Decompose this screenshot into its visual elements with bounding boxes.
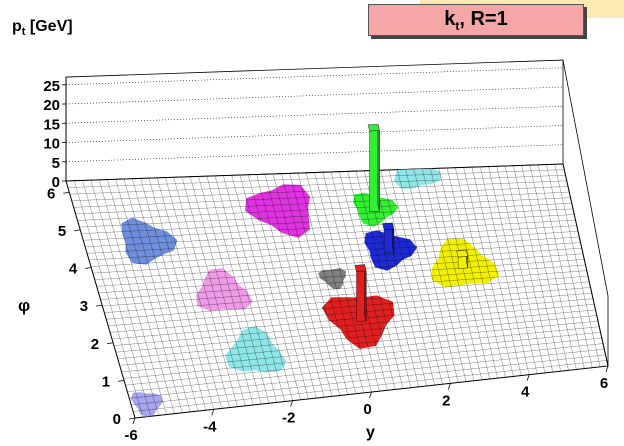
phi-tick: [74, 229, 81, 232]
phi-tick: [96, 304, 103, 307]
z-tick-label: 15: [43, 116, 60, 133]
x-tick: [526, 374, 530, 381]
floor-gridline-phi: [94, 247, 582, 280]
floor-gridline-phi: [123, 332, 601, 379]
jet-tower-top: [382, 222, 395, 230]
chart-title: kt, R=1: [444, 7, 508, 33]
floor-gridline-phi: [110, 292, 592, 333]
floor-gridline-phi: [83, 214, 575, 241]
floor-gridline-phi: [106, 281, 590, 320]
phi-tick: [117, 379, 125, 382]
phi-tick: [128, 417, 136, 420]
z-gridline: [65, 144, 564, 163]
x-tick-label: 6: [600, 375, 608, 392]
phi-tick-label: 2: [91, 336, 99, 353]
floor-gridline-phi: [117, 315, 597, 359]
phi-tick-label: 0: [113, 411, 121, 428]
jet-area: [130, 392, 164, 417]
x-tick: [132, 417, 136, 425]
phi-tick: [107, 342, 114, 345]
floor-gridline-phi: [127, 343, 604, 392]
z-axis-label: pt [GeV]: [12, 18, 73, 39]
phi-tick-label: 1: [102, 373, 110, 390]
x-tick-label: 2: [442, 392, 450, 409]
jet-tower-top: [367, 124, 380, 132]
floor-gridline-phi: [96, 253, 584, 287]
x-tick: [290, 400, 294, 407]
jet-area: [394, 168, 441, 189]
floor-gridline-phi: [81, 208, 574, 234]
floor-gridline-phi: [111, 298, 594, 340]
x-tick-label: -6: [124, 427, 137, 444]
phi-tick: [85, 267, 92, 269]
z-tick-label: 20: [43, 97, 60, 114]
jet-area: [318, 268, 346, 289]
floor-gridline-phi: [108, 287, 591, 327]
floor-gridline-phi: [75, 191, 570, 215]
floor-gridline-phi: [104, 276, 589, 313]
floor-gridline-phi: [65, 163, 564, 182]
x-tick: [211, 409, 215, 416]
z-tick-label: 10: [43, 136, 60, 153]
z-gridline: [65, 86, 564, 105]
side-wall-top: [562, 59, 609, 297]
phi-tick-label: 5: [58, 223, 66, 240]
floor-gridline-phi: [113, 304, 595, 346]
floor-gridline-phi: [92, 242, 581, 274]
floor-gridline-phi: [77, 197, 571, 221]
x-tick-label: 4: [521, 384, 530, 401]
x-tick-label: -4: [203, 418, 217, 435]
floor-gridline-phi: [131, 354, 606, 406]
z-tick-label: 25: [43, 78, 60, 95]
floor-gridline-phi: [119, 320, 599, 366]
y-axis-label: φ: [18, 296, 31, 315]
floor-gridline-phi: [90, 236, 580, 267]
chart-title-box: kt, R=1: [368, 4, 584, 36]
jet-area: [245, 184, 310, 238]
z-tick-label: 0: [52, 174, 60, 191]
z-gridline: [65, 105, 564, 124]
x-tick-label: 0: [363, 401, 371, 418]
back-wall: [65, 59, 564, 182]
jet-tower-top: [354, 264, 367, 272]
z-tick-label: 5: [52, 155, 60, 172]
jet-tower-side: [364, 264, 367, 321]
floor-gridline-phi: [125, 337, 602, 386]
floor-gridline-phi: [67, 169, 565, 188]
floor-gridline-phi: [79, 203, 572, 228]
jet-tower-side: [377, 124, 380, 212]
floor-gridline-phi: [102, 270, 587, 307]
floor-gridline-phi: [121, 326, 600, 373]
jet-area: [121, 217, 178, 265]
floor-gridline-phi: [71, 180, 567, 201]
x-tick: [447, 383, 451, 390]
floor-gridline-phi: [100, 264, 586, 300]
floor-gridline-phi: [85, 219, 576, 248]
floor-gridline-phi: [98, 259, 585, 294]
floor-gridline-phi: [133, 360, 607, 412]
z-gridline: [65, 67, 564, 86]
x-tick: [369, 391, 372, 399]
floor-gridline-phi: [115, 309, 596, 353]
floor-gridline-phi: [69, 175, 566, 195]
phi-tick-label: 6: [47, 185, 55, 202]
floor-gridline-phi: [129, 348, 605, 399]
z-gridline: [65, 125, 564, 143]
floor-gridline-phi: [73, 186, 569, 208]
floor-gridline-phi: [88, 231, 579, 261]
phi-tick-label: 3: [80, 298, 88, 315]
phi-tick-label: 4: [69, 261, 78, 278]
phi-tick: [63, 191, 70, 194]
floor-gridline-phi: [87, 225, 577, 254]
jet-tower-top: [456, 250, 469, 258]
x-axis-label: y: [366, 424, 375, 441]
x-tick-label: -2: [282, 410, 295, 427]
x-tick: [605, 365, 609, 373]
